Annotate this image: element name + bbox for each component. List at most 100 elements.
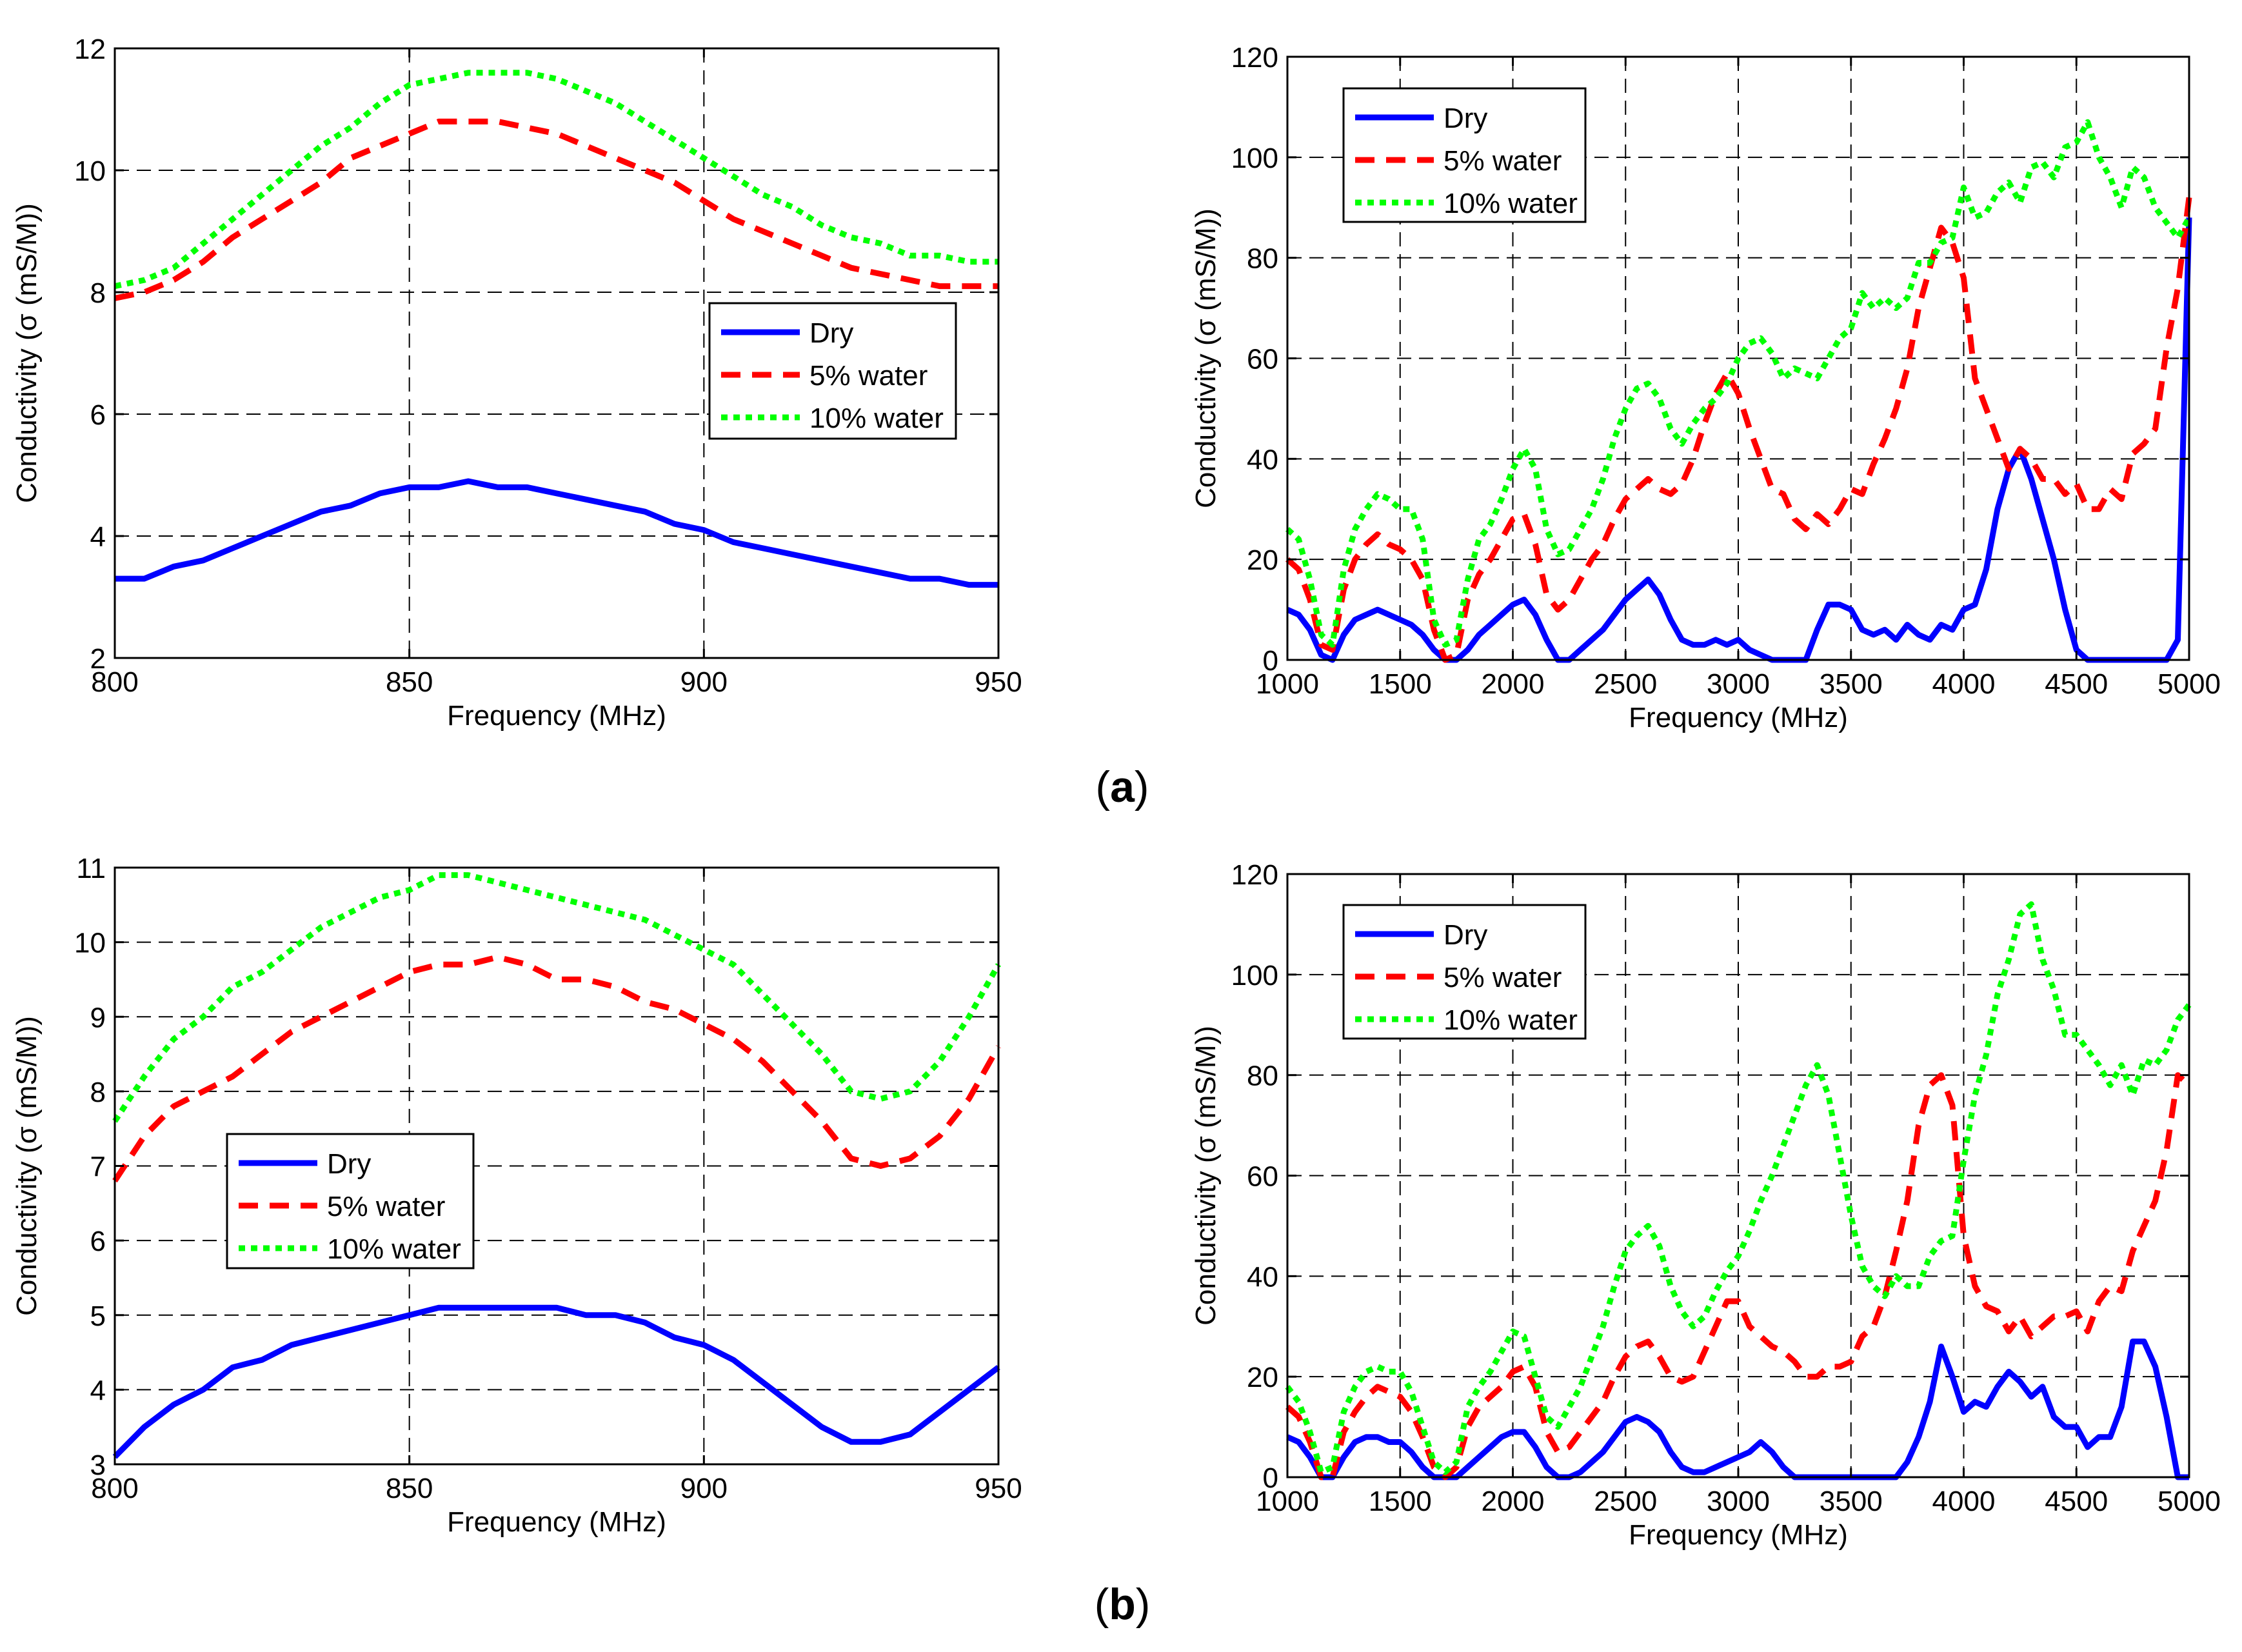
x-tick-label: 2000 [1482, 668, 1545, 700]
series-line-5-water [114, 118, 998, 301]
legend-label: 5% water [1443, 962, 1562, 993]
panel-caption-b: (b) [1095, 1580, 1151, 1629]
x-tick-label: 1500 [1369, 668, 1432, 700]
x-tick-label: 3000 [1707, 668, 1770, 700]
panel-caption-a: (a) [1095, 762, 1149, 811]
legend: Dry 5% water 10% water [226, 1133, 475, 1269]
x-tick-label: 2500 [1594, 1486, 1657, 1517]
series-line-5-water [112, 954, 1001, 1183]
x-tick-label: 4500 [2045, 1486, 2108, 1517]
x-tick-label: 900 [680, 1473, 728, 1504]
x-tick-label: 2500 [1594, 668, 1657, 700]
y-tick-label: 60 [1247, 344, 1278, 375]
x-axis-label: Frequency (MHz) [447, 1506, 666, 1538]
chart-b-left: 800 850 900 950 3 4 5 6 7 8 9 10 11 Frequency (MHz) Co… [11, 853, 1022, 1538]
y-tick-label: 3 [90, 1449, 106, 1481]
legend-label: 5% water [1443, 145, 1562, 177]
x-tick-label: 1500 [1369, 1486, 1432, 1517]
x-tick-label: 3000 [1707, 1486, 1770, 1517]
y-tick-label: 2 [90, 643, 106, 675]
y-tick-label: 20 [1247, 1362, 1278, 1393]
y-tick-label: 9 [90, 1002, 106, 1033]
y-tick-label: 120 [1231, 42, 1278, 74]
series-line-5-water [1285, 197, 2192, 663]
y-tick-label: 120 [1231, 859, 1278, 891]
x-tick-label: 1000 [1256, 1486, 1319, 1517]
y-tick-label: 10 [74, 155, 106, 187]
series-line-10-water [1285, 901, 2192, 1475]
y-tick-label: 0 [1263, 645, 1278, 677]
x-axis-label: Frequency (MHz) [1629, 1519, 1848, 1551]
y-tick-label: 60 [1247, 1161, 1278, 1193]
y-tick-label: 100 [1231, 960, 1278, 991]
legend: Dry 5% water 10% water [1342, 87, 1587, 223]
series-line-5-water [1285, 1072, 2191, 1480]
y-tick-label: 0 [1263, 1462, 1278, 1494]
x-axis-label: Frequency (MHz) [1629, 702, 1848, 733]
series-line-dry [112, 1304, 1000, 1459]
y-tick-label: 6 [90, 399, 106, 431]
series-line-10-water [114, 70, 998, 290]
x-tick-label: 1000 [1256, 668, 1319, 700]
x-tick-label: 900 [680, 666, 728, 698]
y-tick-label: 8 [90, 1077, 106, 1108]
chart-a-left: 800 850 900 950 2 4 6 8 10 12 Frequency (MHz) Condu… [11, 34, 1022, 731]
legend-label: 5% water [327, 1191, 445, 1222]
y-tick-label: 40 [1247, 444, 1278, 475]
x-tick-label: 4000 [1932, 1486, 1996, 1517]
chart-b-right: 1000 1500 2000 2500 3000 3500 4000 4500 5000 0 20 4… [1190, 859, 2221, 1551]
y-tick-label: 4 [90, 1375, 106, 1406]
x-tick-label: 950 [975, 1473, 1022, 1504]
x-axis-label: Frequency (MHz) [447, 700, 666, 731]
y-axis-label: Conductivity (σ (mS/M)) [11, 1016, 43, 1316]
x-tick-label: 3500 [1820, 668, 1883, 700]
legend-label: Dry [327, 1148, 371, 1180]
y-axis-label: Conductivity (σ (mS/M)) [11, 203, 43, 503]
x-tick-label: 850 [386, 666, 433, 698]
y-tick-label: 11 [76, 853, 106, 884]
legend-label: 10% water [1443, 1004, 1578, 1036]
x-tick-label: 5000 [2158, 668, 2221, 700]
y-tick-label: 8 [90, 277, 106, 309]
x-tick-label: 5000 [2158, 1486, 2221, 1517]
legend-label: 10% water [1443, 188, 1578, 219]
legend-label: 10% water [327, 1233, 461, 1265]
y-tick-label: 6 [90, 1226, 106, 1257]
y-axis-label: Conductivity (σ (mS/M)) [1190, 1026, 1222, 1326]
y-tick-label: 40 [1247, 1261, 1278, 1293]
y-tick-label: 100 [1231, 143, 1278, 174]
y-tick-label: 5 [90, 1300, 106, 1332]
y-tick-label: 10 [74, 928, 106, 959]
x-tick-label: 800 [91, 1473, 138, 1504]
legend-box [1342, 87, 1587, 223]
legend-label: Dry [1443, 103, 1487, 134]
y-tick-label: 20 [1247, 544, 1278, 576]
x-tick-label: 3500 [1820, 1486, 1883, 1517]
x-tick-label: 800 [91, 666, 138, 698]
legend: Dry 5% water 10% water [1342, 904, 1587, 1040]
legend-label: 10% water [809, 403, 944, 434]
y-tick-label: 4 [90, 521, 106, 553]
x-tick-label: 4000 [1932, 668, 1996, 700]
y-tick-label: 80 [1247, 243, 1278, 275]
series-line-10-water [112, 872, 1001, 1123]
axes-frame [114, 47, 1000, 659]
series-line-dry [1286, 217, 2192, 663]
series-line-10-water [1285, 119, 2192, 648]
legend-label: 5% water [809, 360, 928, 392]
x-tick-label: 850 [386, 1473, 433, 1504]
x-tick-label: 4500 [2045, 668, 2108, 700]
series-line-dry [115, 478, 998, 588]
legend-label: Dry [809, 317, 853, 349]
x-tick-label: 2000 [1482, 1486, 1545, 1517]
y-tick-label: 12 [74, 34, 106, 65]
chart-a-right: 1000 1500 2000 2500 3000 3500 4000 4500 5000 0 20 4… [1190, 42, 2221, 733]
legend-label: Dry [1443, 919, 1487, 951]
x-tick-label: 950 [975, 666, 1022, 698]
legend-box [708, 302, 957, 440]
y-tick-label: 80 [1247, 1060, 1278, 1092]
y-tick-label: 7 [90, 1151, 106, 1183]
legend: Dry 5% water 10% water [708, 302, 957, 440]
y-axis-label: Conductivity (σ (mS/M)) [1190, 208, 1222, 508]
